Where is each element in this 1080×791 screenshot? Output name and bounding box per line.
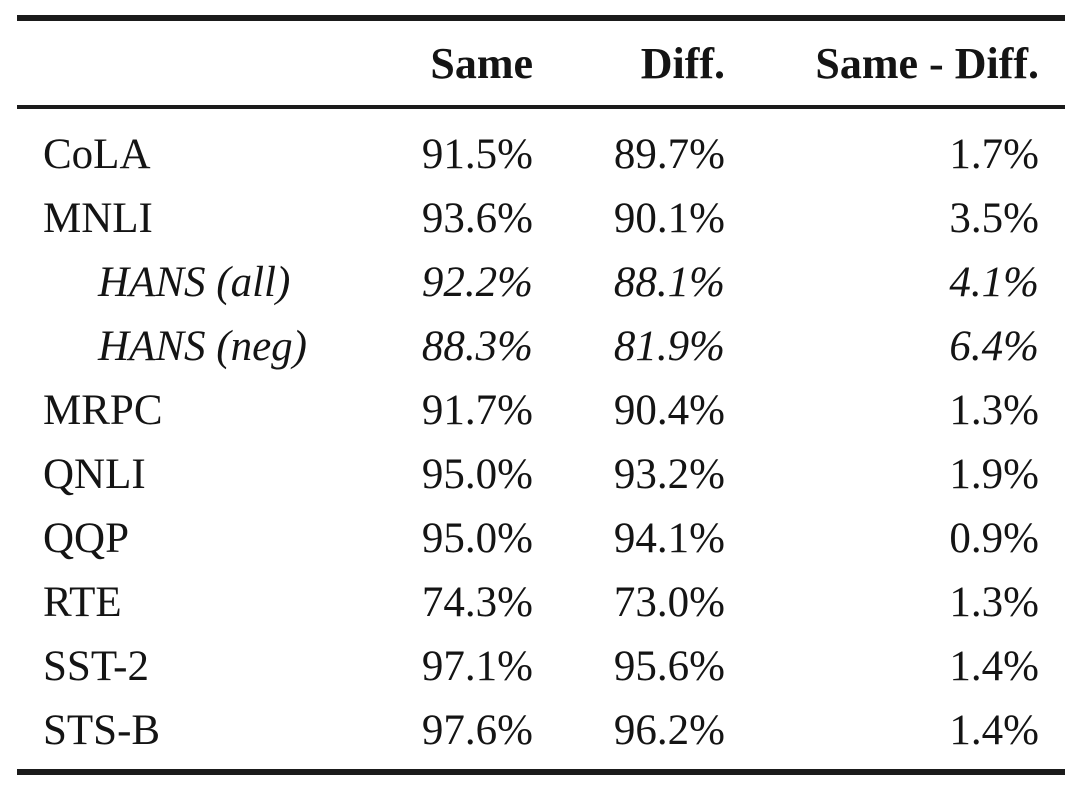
- task-label: STS-B: [43, 706, 161, 754]
- same-value: 92.2%: [421, 258, 533, 306]
- table-body: CoLA 91.5% 89.7% 1.7% MNLI 93.6% 90.1% 3…: [17, 109, 1065, 769]
- table-row-stsb: STS-B 97.6% 96.2% 1.4%: [17, 698, 1065, 762]
- diff-value: 81.9%: [613, 322, 725, 370]
- diff-value: 90.1%: [613, 194, 725, 242]
- delta-value: 6.4%: [949, 322, 1039, 370]
- table-header-row: Same Diff. Same - Diff.: [17, 21, 1065, 105]
- task-label: QNLI: [43, 450, 146, 498]
- header-same-minus-diff-column: Same - Diff.: [815, 38, 1039, 88]
- table-mid-rule: [17, 105, 1065, 109]
- diff-value: 93.2%: [613, 450, 725, 498]
- task-label: HANS (neg): [98, 322, 307, 370]
- diff-value: 73.0%: [613, 578, 725, 626]
- delta-value: 0.9%: [949, 514, 1039, 562]
- delta-value: 1.3%: [949, 386, 1039, 434]
- same-value: 95.0%: [421, 514, 533, 562]
- table-row-sst2: SST-2 97.1% 95.6% 1.4%: [17, 634, 1065, 698]
- table-row-cola: CoLA 91.5% 89.7% 1.7%: [17, 122, 1065, 186]
- task-label: HANS (all): [98, 258, 291, 306]
- table-row-qqp: QQP 95.0% 94.1% 0.9%: [17, 506, 1065, 570]
- diff-value: 96.2%: [613, 706, 725, 754]
- task-label: SST-2: [43, 642, 149, 690]
- same-value: 95.0%: [421, 450, 533, 498]
- header-diff-column: Diff.: [640, 38, 725, 88]
- diff-value: 95.6%: [613, 642, 725, 690]
- table-row-qnli: QNLI 95.0% 93.2% 1.9%: [17, 442, 1065, 506]
- same-value: 91.7%: [421, 386, 533, 434]
- header-same-column: Same: [430, 38, 533, 88]
- task-label: QQP: [43, 514, 130, 562]
- diff-value: 88.1%: [613, 258, 725, 306]
- diff-value: 94.1%: [613, 514, 725, 562]
- delta-value: 1.3%: [949, 578, 1039, 626]
- task-label: MNLI: [43, 194, 153, 242]
- results-table: Same Diff. Same - Diff. CoLA 91.5% 89.7%…: [17, 15, 1065, 775]
- delta-value: 1.4%: [949, 642, 1039, 690]
- same-value: 88.3%: [421, 322, 533, 370]
- same-value: 91.5%: [421, 130, 533, 178]
- delta-value: 1.7%: [949, 130, 1039, 178]
- diff-value: 89.7%: [613, 130, 725, 178]
- task-label: CoLA: [43, 130, 151, 178]
- diff-value: 90.4%: [613, 386, 725, 434]
- delta-value: 3.5%: [949, 194, 1039, 242]
- same-value: 93.6%: [421, 194, 533, 242]
- table-top-rule: [17, 15, 1065, 21]
- table-row-hans-neg: HANS (neg) 88.3% 81.9% 6.4%: [17, 314, 1065, 378]
- table-row-hans-all: HANS (all) 92.2% 88.1% 4.1%: [17, 250, 1065, 314]
- same-value: 74.3%: [421, 578, 533, 626]
- table-row-mrpc: MRPC 91.7% 90.4% 1.3%: [17, 378, 1065, 442]
- task-label: MRPC: [43, 386, 163, 434]
- task-label: RTE: [43, 578, 122, 626]
- table-row-rte: RTE 74.3% 73.0% 1.3%: [17, 570, 1065, 634]
- delta-value: 1.4%: [949, 706, 1039, 754]
- same-value: 97.6%: [421, 706, 533, 754]
- table-row-mnli: MNLI 93.6% 90.1% 3.5%: [17, 186, 1065, 250]
- delta-value: 1.9%: [949, 450, 1039, 498]
- delta-value: 4.1%: [949, 258, 1039, 306]
- same-value: 97.1%: [421, 642, 533, 690]
- table-bottom-rule: [17, 769, 1065, 775]
